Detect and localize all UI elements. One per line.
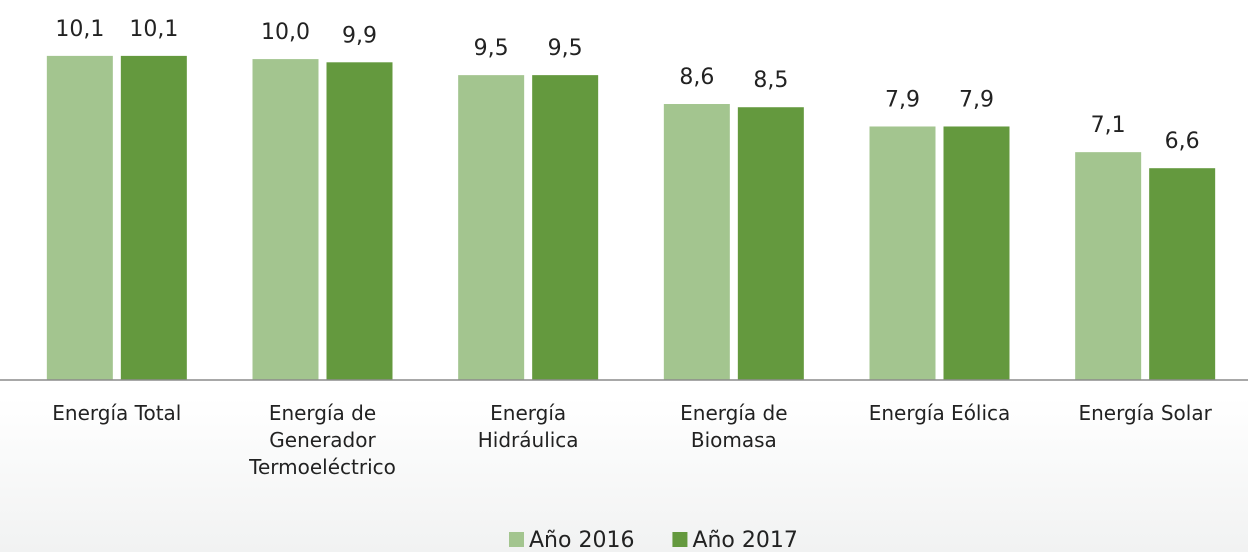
- x-tick-label: Energía Solar: [1078, 401, 1212, 425]
- legend-label: Año 2016: [529, 528, 634, 552]
- bar: [1075, 152, 1142, 380]
- x-tick-label: Energía Hidráulica: [477, 401, 579, 452]
- data-label: 9,5: [474, 36, 509, 61]
- bar: [120, 55, 187, 381]
- data-label: 7,9: [885, 87, 920, 112]
- data-label: 10,0: [261, 20, 310, 45]
- data-label: 8,5: [753, 68, 788, 93]
- x-tick-label: Energía Eólica: [868, 401, 1011, 425]
- data-label: 9,9: [342, 23, 377, 48]
- bar: [1149, 168, 1216, 380]
- bar: [532, 75, 599, 381]
- data-label: 7,9: [959, 87, 994, 112]
- data-label: 10,1: [129, 17, 178, 42]
- bar: [252, 59, 319, 380]
- bar: [663, 104, 730, 380]
- data-label: 6,6: [1165, 129, 1200, 154]
- data-label: 9,5: [548, 36, 583, 61]
- data-label: 7,1: [1091, 113, 1126, 138]
- x-tick-label: Energía de Biomasa: [680, 401, 788, 452]
- bar: [943, 126, 1010, 381]
- data-label: 8,6: [679, 65, 714, 90]
- legend-swatch: [509, 532, 524, 547]
- legend-swatch: [672, 532, 688, 547]
- x-tick-label: Energía Total: [52, 401, 182, 425]
- bar: [46, 55, 113, 381]
- data-label: 10,1: [55, 17, 104, 42]
- x-tick-label: Energía de Generador Termoeléctrico: [249, 401, 396, 479]
- bar: [737, 107, 804, 381]
- bar: [869, 126, 936, 381]
- legend-label: Año 2017: [692, 528, 797, 552]
- bar: [458, 75, 525, 381]
- bar: [326, 62, 393, 381]
